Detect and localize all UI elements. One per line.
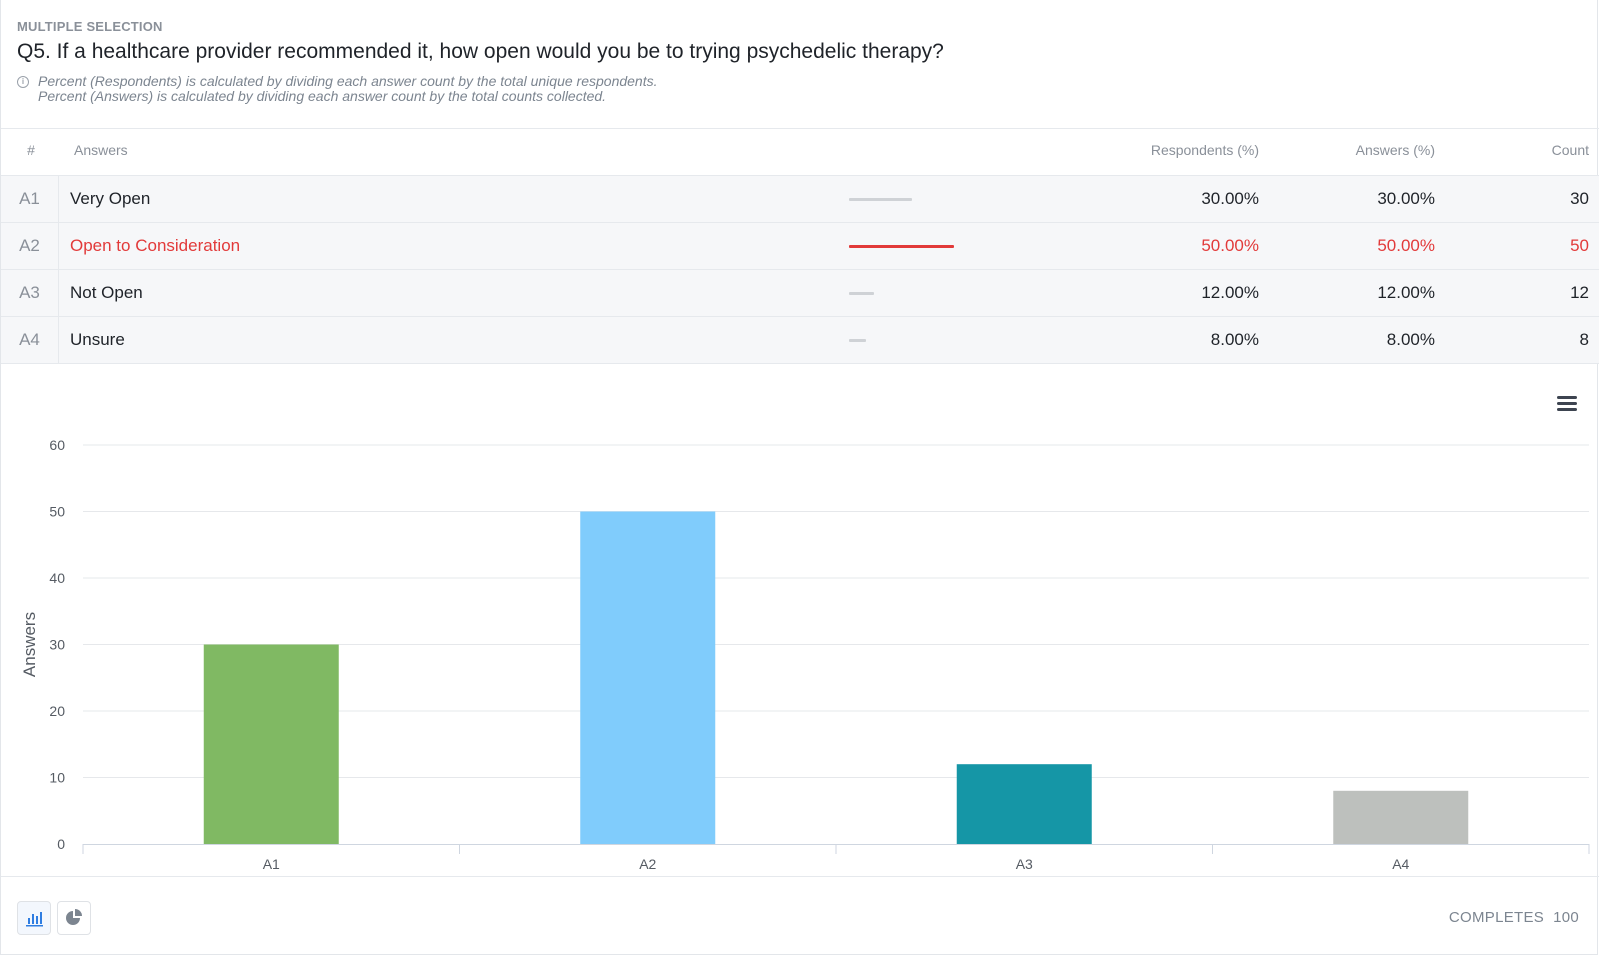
completes-label: COMPLETES	[1448, 909, 1545, 926]
note-respondents: Percent (Respondents) is calculated by d…	[38, 73, 658, 89]
question-type-label: MULTIPLE SELECTION	[17, 19, 163, 34]
y-tick-label: 40	[49, 570, 65, 586]
bar-chart: 0 10 20 30 40 50 60 A1 A2 A3 A4 Answers	[20, 437, 1590, 870]
bar-a4[interactable]	[1333, 790, 1469, 844]
y-tick-label: 50	[49, 504, 65, 520]
x-tick-label: A2	[639, 856, 656, 870]
row-respondents-percent: 12.00%	[1201, 283, 1259, 302]
hamburger-menu-icon[interactable]	[1557, 396, 1577, 412]
table-row[interactable]: A3 Not Open 12.00% 12.00% 12	[1, 270, 1599, 317]
bar-a1[interactable]	[203, 644, 339, 845]
note-answers: Percent (Answers) is calculated by divid…	[38, 88, 607, 104]
row-count: 8	[1579, 330, 1589, 349]
row-count: 50	[1570, 236, 1589, 255]
row-index: A1	[1, 176, 59, 222]
y-tick-label: 60	[49, 437, 65, 453]
x-tick-label: A3	[1016, 856, 1033, 870]
row-answer-label: Very Open	[70, 189, 151, 208]
row-answer-label: Not Open	[70, 283, 143, 302]
row-answer-label: Unsure	[70, 330, 125, 349]
row-count: 30	[1570, 189, 1589, 208]
bar-a2[interactable]	[580, 511, 716, 845]
table-header: # Answers Respondents (%) Answers (%) Co…	[1, 128, 1599, 176]
header-answers: Answers	[74, 142, 128, 158]
row-share-bar	[849, 339, 866, 342]
pie-chart-view-button[interactable]	[57, 901, 91, 935]
calculation-notes: i Percent (Respondents) is calculated by…	[17, 74, 658, 104]
row-answers-percent: 8.00%	[1386, 330, 1435, 349]
row-share-bar	[849, 245, 954, 248]
header-index: #	[27, 142, 35, 158]
completes-value: 100	[1553, 909, 1579, 926]
bar-chart-view-button[interactable]	[17, 901, 51, 935]
header-answers-percent[interactable]: Answers (%)	[1355, 142, 1435, 158]
info-icon: i	[17, 76, 29, 88]
completes-count: COMPLETES 100	[1449, 909, 1579, 926]
y-axis-title: Answers	[20, 612, 39, 677]
y-tick-label: 20	[49, 703, 65, 719]
answers-table: # Answers Respondents (%) Answers (%) Co…	[1, 128, 1599, 364]
row-index: A3	[1, 270, 59, 316]
row-respondents-percent: 30.00%	[1201, 189, 1259, 208]
row-answer-label: Open to Consideration	[70, 236, 241, 255]
row-answers-percent: 12.00%	[1377, 283, 1435, 302]
footer: COMPLETES 100	[1, 876, 1599, 956]
table-row[interactable]: A4 Unsure 8.00% 8.00% 8	[1, 317, 1599, 364]
header-respondents[interactable]: Respondents (%)	[1150, 142, 1259, 158]
row-index: A2	[1, 223, 59, 269]
row-answers-percent: 50.00%	[1377, 236, 1435, 255]
row-count: 12	[1570, 283, 1589, 302]
question-title: Q5. If a healthcare provider recommended…	[17, 40, 944, 63]
row-share-bar	[849, 198, 912, 201]
row-answers-percent: 30.00%	[1377, 189, 1435, 208]
row-respondents-percent: 50.00%	[1201, 236, 1259, 255]
row-share-bar	[849, 292, 874, 295]
x-tick-label: A1	[263, 856, 280, 870]
pie-chart-icon	[66, 909, 82, 925]
y-tick-label: 30	[49, 637, 65, 653]
bar-chart-icon	[26, 912, 43, 927]
header-count[interactable]: Count	[1551, 142, 1589, 158]
table-row[interactable]: A2 Open to Consideration 50.00% 50.00% 50	[1, 223, 1599, 270]
y-tick-label: 10	[49, 770, 65, 786]
row-index: A4	[1, 317, 59, 363]
row-respondents-percent: 8.00%	[1210, 330, 1259, 349]
y-tick-label: 0	[57, 836, 65, 852]
bar-a3[interactable]	[956, 764, 1092, 844]
table-row[interactable]: A1 Very Open 30.00% 30.00% 30	[1, 176, 1599, 223]
x-tick-label: A4	[1392, 856, 1409, 870]
